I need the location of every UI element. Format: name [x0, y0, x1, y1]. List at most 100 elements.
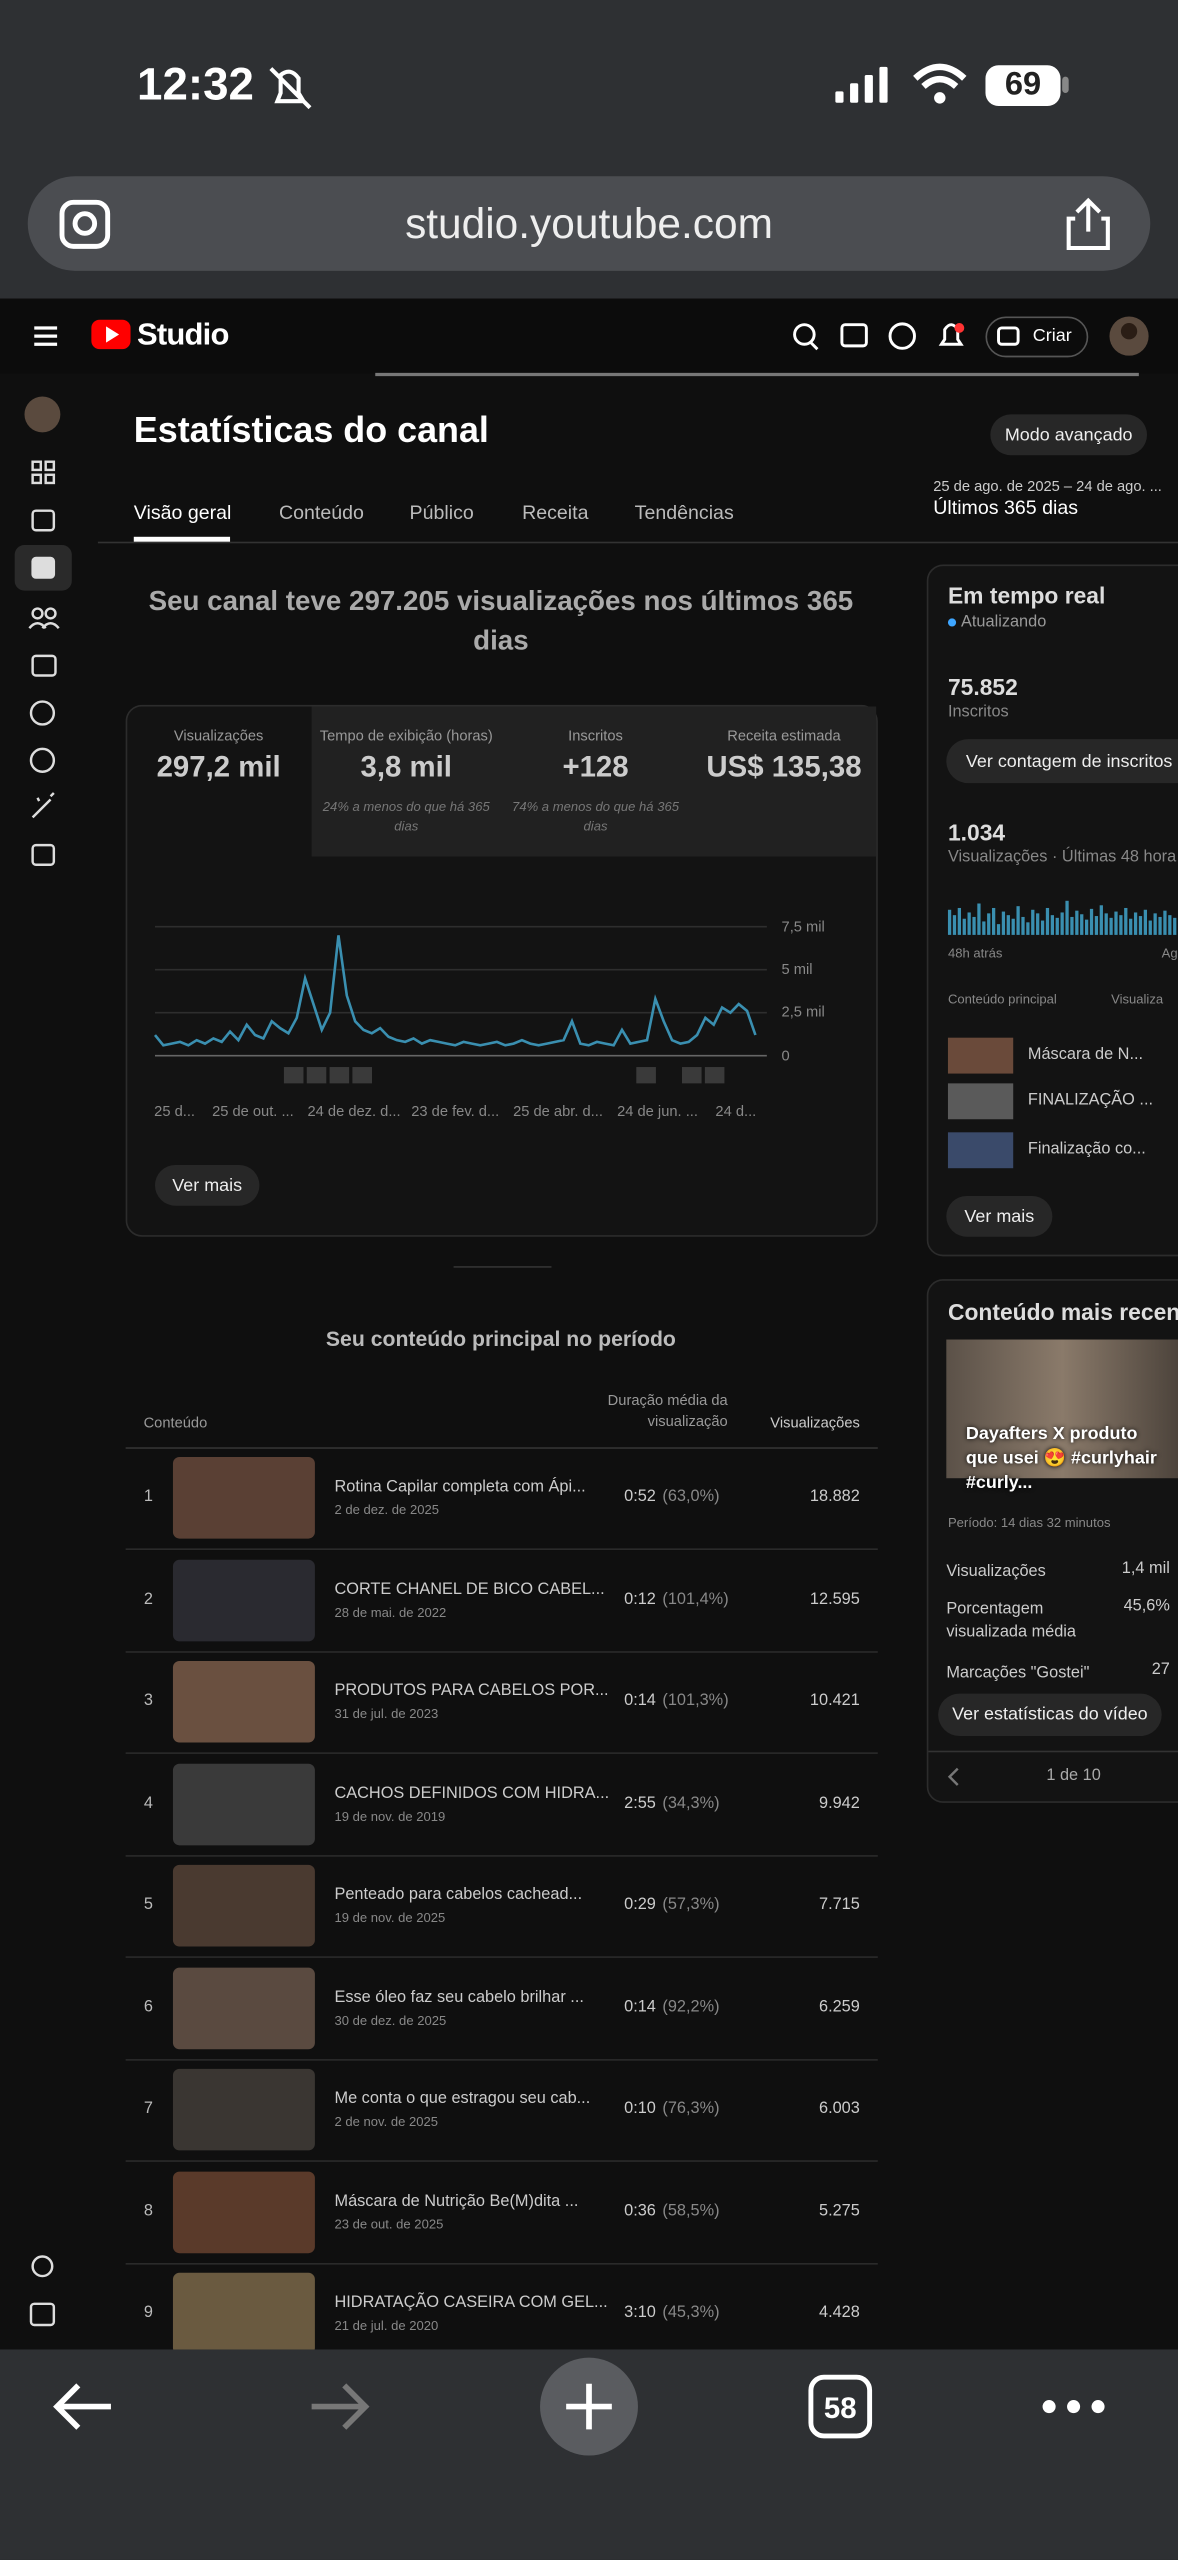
channel-avatar[interactable]	[24, 396, 61, 433]
row-title[interactable]: Penteado para cabelos cachead...	[334, 1886, 583, 1905]
row-percentage: (101,3%)	[662, 1691, 729, 1710]
x-tick-label: 23 de fev. d...	[411, 1102, 500, 1120]
row-thumbnail[interactable]	[172, 2068, 315, 2151]
column-header: Duração média da	[607, 1391, 728, 1409]
metric-note: 74% a menos do que há 365 dias	[512, 799, 679, 834]
column-header: visualização	[647, 1412, 728, 1430]
tab[interactable]: Receita	[522, 500, 589, 524]
recent-video-title[interactable]: Dayafters X produto que usei 😍 #curlyhai…	[965, 1424, 1157, 1493]
back-button[interactable]	[53, 2383, 111, 2430]
create-button[interactable]	[985, 316, 1089, 358]
row-thumbnail[interactable]	[172, 1660, 315, 1743]
feedback-icon[interactable]	[29, 2302, 56, 2327]
earn-icon[interactable]	[29, 747, 56, 773]
tabs-button[interactable]	[808, 2374, 873, 2439]
realtime-views: 1.034	[947, 819, 1006, 846]
row-rank: 6	[143, 1997, 154, 2016]
toolbar-icons	[53, 2357, 1105, 2456]
stat-value: 27	[1151, 1660, 1170, 1679]
column-header: Conteúdo principal	[947, 992, 1057, 1007]
date-range[interactable]: 25 de ago. de 2025 – 24 de ago. ...	[933, 478, 1162, 495]
customize-icon[interactable]	[31, 792, 55, 819]
community-icon[interactable]	[28, 607, 60, 629]
content-icon[interactable]	[31, 509, 56, 532]
row-title[interactable]: Esse óleo faz seu cabelo brilhar ...	[334, 1988, 584, 2007]
row-duration: 0:36	[624, 2201, 656, 2220]
url-bar[interactable]	[27, 176, 1151, 271]
video-stats-button[interactable]: Ver estatísticas do vídeo	[938, 1693, 1162, 1737]
row-title[interactable]: CACHOS DEFINIDOS COM HIDRA...	[334, 1784, 610, 1803]
row-duration: 0:29	[624, 1895, 656, 1914]
battery: 69	[985, 65, 1061, 107]
subscriber-button[interactable]: Ver contagem de inscritos a	[946, 739, 1178, 784]
row-duration: 0:14	[624, 1691, 656, 1710]
row-rank: 5	[143, 1895, 154, 1914]
section-title: Seu conteúdo principal no período	[325, 1326, 676, 1351]
subtitles-icon[interactable]	[31, 654, 57, 677]
y-tick-label: 0	[781, 1046, 790, 1063]
copyright-icon[interactable]	[29, 700, 56, 726]
period[interactable]: Últimos 365 dias	[933, 496, 1079, 519]
column-header: Conteúdo	[143, 1414, 208, 1431]
row-thumbnail[interactable]	[172, 2272, 315, 2355]
row-views: 4.428	[819, 2303, 860, 2322]
forward-button[interactable]	[311, 2383, 370, 2430]
row-thumbnail[interactable]	[172, 1966, 315, 2049]
metric-label: Tempo de exibição (horas)	[319, 727, 493, 745]
row-percentage: (76,3%)	[662, 2099, 720, 2118]
tab[interactable]: Visão geral	[133, 500, 232, 524]
realtime-more[interactable]: Ver mais	[946, 1195, 1053, 1237]
recent-thumbnail[interactable]	[946, 1339, 1178, 1479]
y-tick-label: 2,5 mil	[781, 1003, 825, 1020]
x-tick-label: 25 de abr. d...	[513, 1102, 603, 1120]
advanced-mode[interactable]: Modo avançado	[990, 414, 1148, 456]
row-title[interactable]: Máscara de Nutrição Be(M)dita ...	[334, 2192, 579, 2210]
x-tick-label: 25 d...	[154, 1102, 195, 1120]
settings-icon[interactable]	[31, 2255, 54, 2278]
pager: 1 de 10	[1046, 1767, 1101, 1785]
row-title[interactable]: HIDRATAÇÃO CASEIRA COM GEL...	[334, 2294, 608, 2312]
more-button[interactable]: Ver mais	[155, 1164, 260, 1206]
row-thumbnail[interactable]	[172, 1762, 315, 1845]
realtime-item[interactable]: Finalização co...	[1027, 1140, 1146, 1159]
row-divider	[125, 1650, 878, 1652]
audio-library-icon[interactable]	[31, 843, 56, 866]
row-title[interactable]: Rotina Capilar completa com Ápi...	[334, 1478, 586, 1497]
row-date: 23 de out. de 2025	[334, 2216, 444, 2232]
axis-label: Ag	[1161, 946, 1178, 962]
row-title[interactable]: Me conta o que estragou seu cab...	[334, 2090, 591, 2109]
row-thumbnail[interactable]	[172, 1558, 315, 1641]
dashboard-icon[interactable]	[31, 460, 56, 485]
tab[interactable]: Tendências	[634, 500, 734, 524]
studio-header	[0, 298, 1178, 374]
url[interactable]: studio.youtube.com	[405, 199, 773, 249]
row-duration: 0:12	[624, 1589, 656, 1608]
row-duration: 3:10	[624, 2303, 656, 2322]
tab[interactable]: Conteúdo	[279, 500, 364, 524]
row-views: 5.275	[819, 2201, 860, 2220]
row-views: 18.882	[809, 1488, 860, 1506]
row-percentage: (34,3%)	[662, 1793, 720, 1812]
row-date: 2 de dez. de 2025	[334, 1502, 439, 1518]
create-label[interactable]: Criar	[1032, 326, 1072, 346]
row-date: 19 de nov. de 2019	[334, 1808, 446, 1824]
row-date: 2 de nov. de 2025	[334, 2114, 439, 2130]
plus-icon[interactable]	[566, 2383, 612, 2430]
logo-text[interactable]: Studio	[137, 318, 229, 353]
realtime-item[interactable]: Máscara de N...	[1027, 1045, 1144, 1064]
row-thumbnail[interactable]	[172, 1864, 315, 1947]
row-duration: 0:10	[624, 2099, 656, 2118]
metric-value: +128	[562, 750, 629, 784]
more-button[interactable]	[1042, 2400, 1105, 2414]
tab[interactable]: Público	[409, 500, 474, 524]
realtime-item[interactable]: FINALIZAÇÃO ...	[1027, 1091, 1154, 1110]
row-thumbnail[interactable]	[172, 1457, 315, 1539]
x-tick-label: 24 d...	[715, 1102, 757, 1120]
row-thumbnail[interactable]	[172, 2170, 315, 2253]
tab-count[interactable]: 58	[823, 2391, 857, 2425]
row-title[interactable]: PRODUTOS PARA CABELOS POR...	[334, 1682, 609, 1701]
realtime-views-label: Visualizações · Últimas 48 hora	[947, 848, 1177, 867]
row-title[interactable]: CORTE CHANEL DE BICO CABEL...	[334, 1580, 605, 1599]
